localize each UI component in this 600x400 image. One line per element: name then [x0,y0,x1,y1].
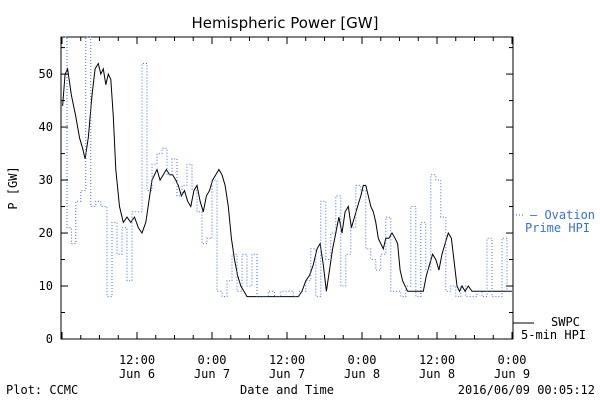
plot-frame [60,36,514,340]
y-axis: 0 10 20 30 40 50 [39,47,513,346]
x-tick-label-time: 0:00 [198,353,227,367]
legend-swpc-line1: SWPC [551,315,580,329]
x-tick-label-date: Jun 7 [194,367,230,381]
x-tick-label-date: Jun 8 [344,367,380,381]
legend-ovation-line1: – Ovation [530,208,595,222]
y-tick-label: 0 [46,332,53,346]
chart-title: Hemispheric Power [GW] [192,14,379,32]
x-tick-label-time: 0:00 [348,353,377,367]
series-swpc-line [62,62,512,298]
y-tick-label: 40 [39,120,53,134]
x-axis-label: Date and Time [240,383,334,397]
x-tick-label-time: 0:00 [498,353,527,367]
y-tick-label: 20 [39,226,53,240]
footer-timestamp: 2016/06/09 00:05:12 [458,383,595,397]
y-tick-label: 10 [39,279,53,293]
legend-ovation-line2: Prime HPI [525,221,590,235]
x-tick-label-date: Jun 6 [119,367,155,381]
x-tick-label-date: Jun 7 [269,367,305,381]
footer-plot-credit: Plot: CCMC [6,383,78,397]
y-axis-label: P [GW] [6,166,20,209]
y-tick-label: 30 [39,173,53,187]
x-tick-label-time: 12:00 [419,353,455,367]
y-tick-label: 50 [39,67,53,81]
series-layer [62,36,512,298]
x-tick-label-date: Jun 8 [419,367,455,381]
legend-swpc-line2: 5-min HPI [521,328,586,342]
x-tick-label-time: 12:00 [119,353,155,367]
series-ovation-line [62,36,512,298]
x-tick-label-time: 12:00 [269,353,305,367]
x-tick-label-date: Jun 9 [494,367,530,381]
